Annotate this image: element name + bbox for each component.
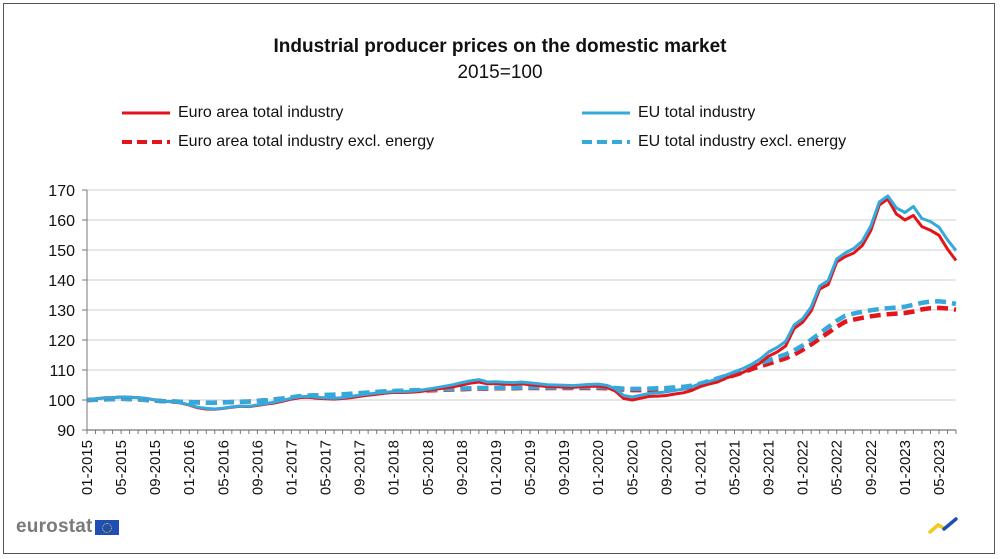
x-tick-label: 01-2023 [897, 440, 914, 495]
legend-label: EU total industry [638, 104, 756, 121]
legend-swatch-solid-red [122, 111, 170, 115]
legend-item-eu-excl-energy: EU total industry excl. energy [582, 133, 846, 151]
eu-flag-icon [94, 519, 119, 535]
legend-item-eu-total: EU total industry [582, 104, 755, 122]
x-tick-label: 05-2023 [931, 440, 948, 495]
legend-swatch-solid-blue [582, 111, 630, 115]
x-tick-label: 09-2018 [454, 440, 471, 495]
x-tick-label: 01-2016 [181, 440, 198, 495]
x-tick-label: 05-2018 [420, 440, 437, 495]
legend-item-euro-area-excl-energy: Euro area total industry excl. energy [122, 133, 434, 151]
y-tick-label: 90 [57, 423, 75, 440]
x-tick-label: 01-2021 [692, 440, 709, 495]
x-tick-label: 09-2019 [556, 440, 573, 495]
x-tick-label: 05-2017 [318, 440, 335, 495]
x-tick-label: 09-2021 [761, 440, 778, 495]
x-tick-label: 05-2021 [726, 440, 743, 495]
x-tick-label: 01-2018 [386, 440, 403, 495]
x-tick-label: 05-2019 [522, 440, 539, 495]
eurostat-logo: eurostat [16, 516, 119, 538]
legend-label: EU total industry excl. energy [638, 133, 847, 150]
y-tick-label: 170 [48, 183, 75, 200]
x-tick-label: 01-2022 [795, 440, 812, 495]
y-tick-label: 130 [48, 303, 75, 320]
x-tick-label: 09-2020 [658, 440, 675, 495]
legend-item-euro-area-total: Euro area total industry [122, 104, 343, 122]
x-tick-label: 05-2020 [624, 440, 641, 495]
x-tick-label: 09-2022 [863, 440, 880, 495]
series-line-eu-total-industry [86, 194, 958, 411]
chart-subtitle: 2015=100 [457, 62, 543, 83]
x-tick-label: 09-2015 [147, 440, 164, 495]
x-tick-label: 05-2016 [215, 440, 232, 495]
y-tick-label: 140 [48, 273, 75, 290]
x-tick-label: 09-2017 [352, 440, 369, 495]
series-line-euro-area-total-industry [86, 197, 958, 411]
x-tick-label: 01-2017 [283, 440, 300, 495]
y-tick-label: 100 [48, 393, 75, 410]
legend-swatch-dashed-red [122, 140, 170, 144]
chart-title: Industrial producer prices on the domest… [273, 36, 727, 57]
x-tick-label: 01-2020 [590, 440, 607, 495]
x-tick-label: 01-2019 [488, 440, 505, 495]
x-tick-label: 05-2022 [829, 440, 846, 495]
legend-label: Euro area total industry [178, 104, 344, 121]
eurostat-logo-text: eurostat [16, 516, 93, 537]
y-tick-label: 110 [49, 363, 75, 380]
y-tick-label: 160 [48, 213, 75, 230]
x-tick-label: 05-2015 [113, 440, 130, 495]
y-tick-label: 150 [48, 243, 75, 260]
legend-swatch-dashed-blue [582, 140, 630, 144]
y-tick-label: 120 [48, 333, 75, 350]
legend-label: Euro area total industry excl. energy [178, 133, 435, 150]
x-tick-label: 09-2016 [249, 440, 266, 495]
eurostat-brand-mark-icon [928, 517, 958, 534]
x-tick-label: 01-2015 [79, 440, 96, 495]
series-line-eu-total-industry-excl-energy [86, 299, 957, 405]
